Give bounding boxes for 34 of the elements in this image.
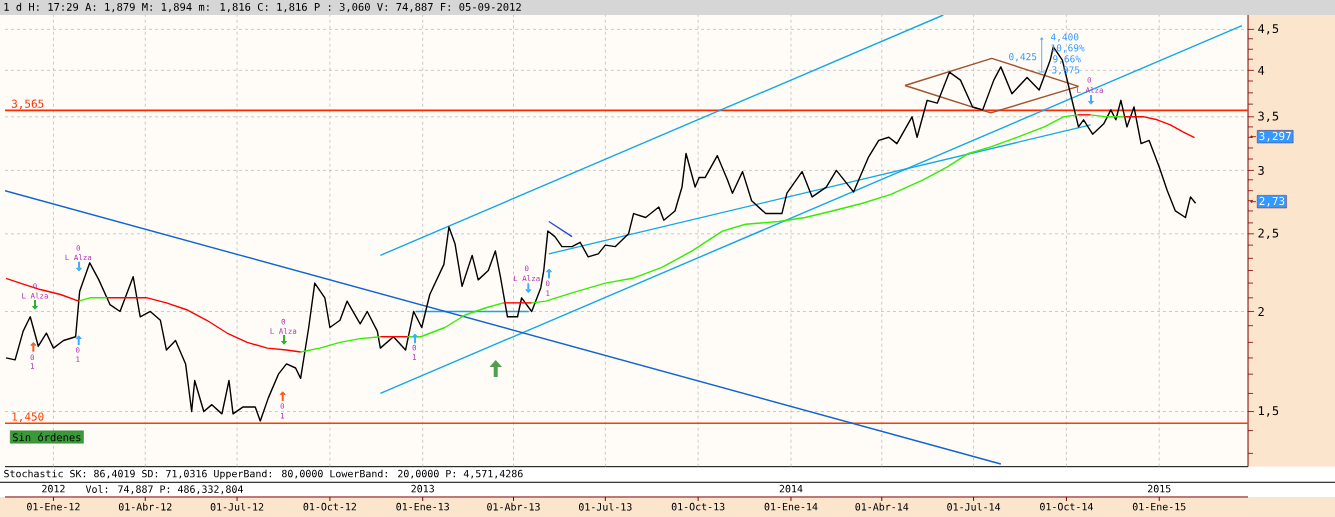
text: 3,297 — [1259, 131, 1291, 142]
x-tick-label: 01-Abr-14 — [855, 502, 909, 511]
y-tick-label: 3,5 — [1258, 111, 1279, 123]
y-tick-label: 4,5 — [1258, 24, 1279, 35]
x2-tick-label: 2012 — [42, 484, 65, 493]
annotation: Sin órdenes — [12, 432, 81, 442]
annotation: 4,400 — [1050, 33, 1079, 42]
text: 2,73 — [1259, 196, 1285, 207]
y-tick-label: 1,5 — [1258, 406, 1279, 417]
x-tick-label: 01-Jul-13 — [578, 502, 632, 511]
y-tick-label: 3 — [1258, 165, 1264, 175]
y-tick-label: 4 — [1258, 65, 1265, 75]
x-tick-label: 01-Jul-12 — [210, 502, 264, 511]
x-tick-label: 01-Ene-12 — [27, 502, 80, 511]
y-tick-label: 2,5 — [1258, 228, 1279, 240]
x-tick-label: 01-Oct-14 — [1040, 502, 1093, 511]
chart-title: 1 d H: 17:29 A: 1,879 M: 1,894 m: 1,816 C: 1,816 P : 3,060 V: 74,887 F: 05-09-2012 — [4, 2, 521, 13]
ref-line-label: 1,450 — [12, 412, 44, 423]
x-tick-label: 01-Oct-13 — [671, 502, 725, 511]
x2-tick-label: 2014 — [779, 484, 803, 493]
x-tick-label: 01-Ene-14 — [764, 502, 818, 511]
x-tick-label: 01-Jul-14 — [947, 502, 1001, 511]
annotation: 0,425 — [1009, 53, 1037, 62]
x-tick-label: 01-Ene-13 — [396, 502, 449, 511]
text: Vol: 74,887 P: 486,332,804 — [85, 485, 243, 495]
y-tick-label: 2 — [1258, 307, 1264, 316]
x2-tick-label: 2015 — [1147, 484, 1171, 493]
x2-tick-label: 2013 — [411, 484, 434, 493]
x-tick-label: 01-Oct-12 — [303, 502, 357, 511]
ref-line-label: 3,565 — [11, 99, 44, 110]
x-tick-label: 01-Ene-15 — [1132, 502, 1186, 511]
text: Stochastic SK: 86,4019 SD: 71,0316 UpperBand: 80,0000 LowerBand: 20,0000 P: 4,571,4286 — [4, 469, 523, 480]
x-tick-label: 01-Abr-13 — [487, 502, 540, 511]
x-tick-label: 01-Abr-12 — [118, 502, 172, 511]
